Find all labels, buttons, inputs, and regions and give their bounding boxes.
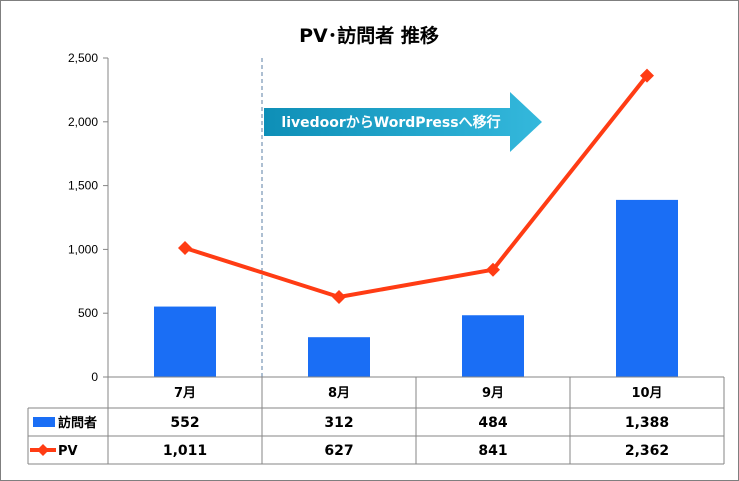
y-tick-label: 1,000 <box>68 242 98 256</box>
y-tick-label: 0 <box>91 370 98 384</box>
y-tick-label: 2,500 <box>68 51 98 65</box>
table-cell: 484 <box>478 415 507 431</box>
y-tick-label: 500 <box>78 306 98 320</box>
table-cell: 1,011 <box>163 443 207 459</box>
visitors-bars <box>154 199 678 377</box>
pv-point <box>486 262 500 277</box>
legend-key-visitors <box>33 417 55 427</box>
series-name: 訪問者 <box>58 415 97 431</box>
migration-annotation: livedoorからWordPressへ移行 <box>264 92 542 152</box>
pv-point <box>178 240 192 255</box>
bar-visitors <box>462 315 524 377</box>
bar-visitors <box>616 199 678 377</box>
category-label: 10月 <box>631 386 662 401</box>
table-cell: 627 <box>324 443 353 459</box>
bar-visitors <box>154 306 216 377</box>
table-cell: 552 <box>170 415 199 431</box>
migration-arrow-shape <box>264 92 542 152</box>
migration-label: livedoorからWordPressへ移行 <box>281 114 500 131</box>
category-label: 9月 <box>482 386 504 401</box>
table-cell: 1,388 <box>625 415 669 431</box>
legend-key-pv-marker <box>37 444 49 456</box>
y-axis: 0 500 1,000 1,500 2,000 2,500 <box>68 51 109 384</box>
chart-title: PV･訪問者 推移 <box>299 24 439 47</box>
table-cell: 841 <box>478 443 507 459</box>
y-tick-label: 1,500 <box>68 179 98 193</box>
table-cell: 312 <box>324 415 353 431</box>
y-tick-label: 2,000 <box>68 115 98 129</box>
pv-line <box>178 68 654 304</box>
series-name: PV <box>58 444 78 459</box>
table-cell: 2,362 <box>625 443 669 459</box>
category-label: 8月 <box>328 386 350 401</box>
bar-visitors <box>308 337 370 377</box>
pv-point <box>640 68 654 83</box>
pv-line-path <box>184 74 649 299</box>
category-label: 7月 <box>174 386 196 401</box>
pv-point <box>332 289 346 304</box>
